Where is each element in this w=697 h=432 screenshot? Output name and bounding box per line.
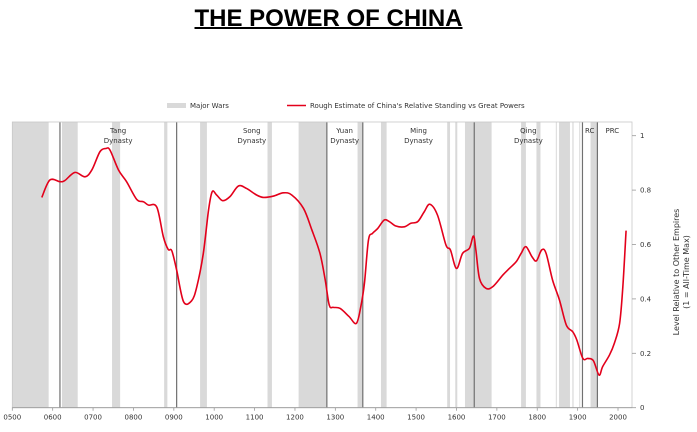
x-tick-label: 1000 [205,414,223,422]
x-tick-label: 1400 [367,414,385,422]
x-tick-label: 1600 [448,414,466,422]
x-tick-label: 1900 [569,414,587,422]
x-tick-label: 2000 [609,414,627,422]
dynasty-labels: Tang Dynasty Song Dynasty Yuan Dynasty Ming Dyn… [104,127,620,145]
war-band [447,122,451,408]
x-tick-label: 1500 [407,414,425,422]
series-line [41,147,627,376]
legend-wars-label: Major Wars [190,102,229,110]
dynasty-label: Yuan [335,127,353,135]
war-band [536,122,541,408]
y-axis-label: Level Relative to Other Empires (1 = All… [672,209,691,336]
x-tick-label: 1700 [488,414,506,422]
x-axis: 0500 0600 0700 0800 0900 1000 1100 1200 1300 1400… [3,407,632,422]
x-tick-label: 1200 [286,414,304,422]
war-band [12,122,49,408]
war-band [521,122,526,408]
war-band [579,122,581,408]
war-band [455,122,458,408]
war-band [555,122,557,408]
war-band [112,122,121,408]
war-band [559,122,570,408]
dynasty-label: Tang [109,127,126,135]
dynasty-label: RC [585,127,595,135]
x-tick-label: 0500 [3,414,21,422]
y-tick-label: 0 [640,404,644,412]
y-axis-subtitle: (1 = All-Time Max) [682,235,691,309]
wars-bands [12,122,598,408]
y-tick-label: 0.2 [640,350,651,358]
war-band [357,122,363,408]
x-tick-label: 0600 [44,414,62,422]
y-tick-label: 0.4 [640,295,652,303]
y-axis-title: Level Relative to Other Empires [672,209,681,336]
dynasty-label: Qing [520,127,536,135]
dynasty-label-sub: Dynasty [514,137,543,145]
dynasty-label-sub: Dynasty [104,137,133,145]
war-band [200,122,207,408]
y-tick-label: 1 [640,132,644,140]
x-tick-label: 1300 [326,414,344,422]
war-band [164,122,168,408]
legend: Major Wars Rough Estimate of China's Rel… [167,102,525,110]
dynasty-label-sub: Dynasty [237,137,266,145]
y-axis: 0 0.2 0.4 0.6 0.8 1 [632,132,652,412]
war-band [590,122,598,408]
war-band [380,122,387,408]
y-tick-label: 0.6 [640,241,652,249]
war-band [572,122,574,408]
war-band [267,122,272,408]
dynasty-label-sub: Dynasty [404,137,433,145]
x-tick-label: 1800 [528,414,546,422]
chart-title: THE POWER OF CHINA [194,5,463,32]
dynasty-label: PRC [606,127,620,135]
x-tick-label: 0700 [84,414,102,422]
dynasty-label-sub: Dynasty [330,137,359,145]
dynasty-label: Ming [410,127,427,135]
dynasty-boundaries [59,122,599,408]
legend-wars-swatch [167,103,186,108]
y-tick-label: 0.8 [640,187,651,195]
war-band [61,122,78,408]
x-tick-label: 0900 [165,414,183,422]
legend-line-label: Rough Estimate of China's Relative Stand… [310,102,525,110]
x-tick-label: 0800 [125,414,143,422]
dynasty-label: Song [243,127,261,135]
x-tick-label: 1100 [246,414,264,422]
